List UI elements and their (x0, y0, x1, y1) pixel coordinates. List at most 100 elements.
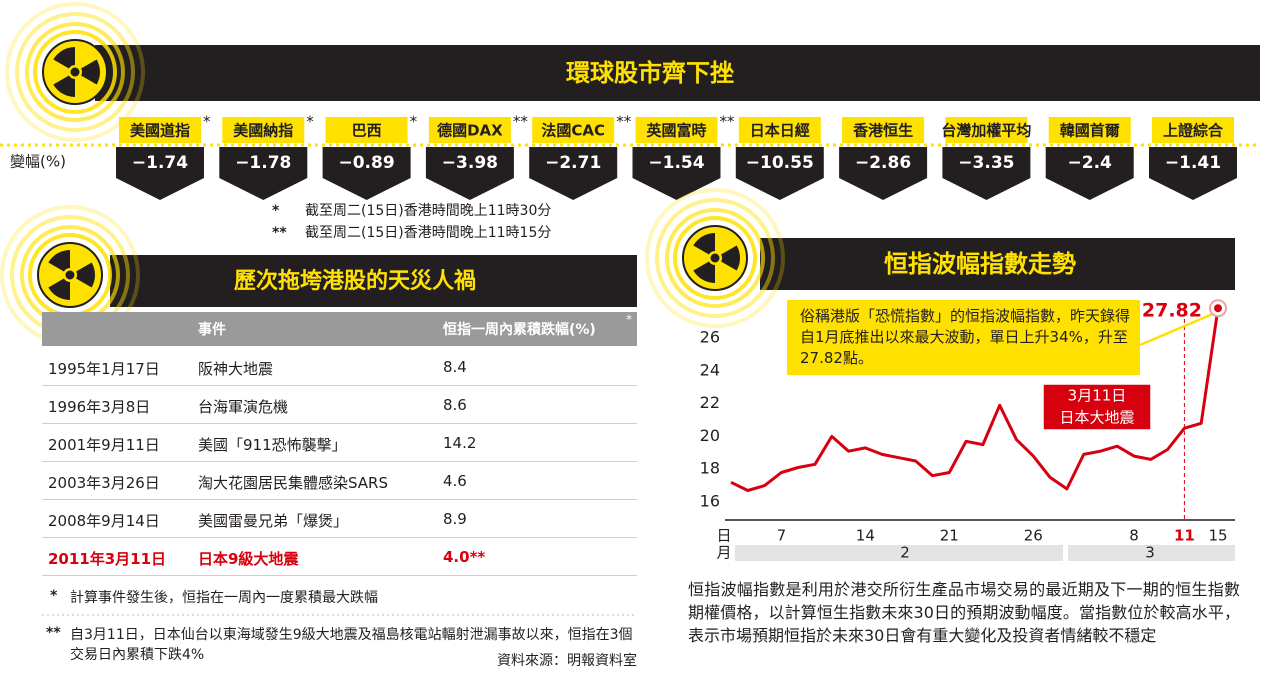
table-row: 2011年3月11日 日本9級大地震 4.0** (42, 538, 637, 576)
annotation-box (787, 300, 1140, 375)
icon-ring (25, 22, 125, 122)
index-name-box (532, 117, 615, 143)
index-change: −1.78 (235, 153, 291, 173)
index-arrow (1045, 147, 1134, 200)
table-cell: 8.6 (443, 396, 467, 414)
index-arrow (1149, 147, 1237, 200)
icon-blade (53, 75, 75, 97)
footnote-mark: ** (46, 625, 61, 641)
icon-blade (48, 278, 70, 300)
icon-ring (655, 198, 775, 318)
data-label: 27.82 (1142, 300, 1202, 322)
icon-center (710, 253, 720, 263)
index-change: −2.4 (1068, 153, 1113, 173)
x-tick-label: 8 (1129, 527, 1139, 545)
table-cell: 2003年3月26日 (48, 474, 160, 492)
icon-blade (693, 233, 715, 255)
end-point (1214, 304, 1222, 313)
index-name-box (842, 117, 925, 143)
title: 環球股市齊下挫 (566, 59, 734, 87)
index-note: * (203, 113, 211, 131)
table-cell: 1995年1月17日 (48, 360, 160, 378)
table-row: 2008年9月14日 美國雷曼兄弟「爆煲」 8.9 (42, 500, 637, 538)
index-name: 美國納指 (233, 122, 293, 140)
table-cell: 台海軍演危機 (198, 398, 289, 416)
icon-ring (15, 12, 135, 132)
description: 恒指波幅指數是利用於港交所衍生產品市場交易的最近期及下一期的恒生指數期權價格，以… (688, 580, 1240, 645)
table-title: 歷次拖垮港股的天災人禍 (234, 268, 476, 294)
x-row-label: 日 (716, 527, 731, 545)
event-label: 日本大地震 (1059, 409, 1134, 427)
line-series (730, 307, 1220, 492)
index-name: 法國CAC (541, 122, 605, 140)
y-tick-label: 26 (700, 328, 720, 347)
table-cell: 2011年3月11日 (48, 550, 167, 568)
index-change: −3.35 (958, 153, 1014, 173)
table-cell: 4.0** (443, 548, 486, 566)
index-note: * (410, 113, 418, 131)
index-change: −3.98 (442, 153, 498, 173)
event-label: 3月11日 (1068, 387, 1127, 405)
table-cell: 美國雷曼兄弟「爆煲」 (198, 512, 349, 530)
x-tick-label: 14 (856, 527, 875, 545)
index-name: 美國道指 (130, 122, 190, 140)
icon-center (65, 270, 75, 280)
y-tick-label: 18 (700, 459, 720, 478)
x-tick-label: 26 (1024, 527, 1043, 545)
index-change: −1.54 (648, 153, 704, 173)
index-name: 香港恒生 (853, 122, 913, 140)
icon-blade (76, 262, 95, 288)
index-note: ** (616, 113, 632, 131)
note-text: 截至周二(15日)香港時間晚上11時15分 (305, 225, 551, 241)
note-mark: * (272, 203, 280, 219)
table-cell: 8.4 (443, 358, 467, 376)
index-arrow (529, 147, 618, 200)
table-cell: 阪神大地震 (198, 360, 274, 378)
index-arrow (839, 147, 928, 200)
y-tick-label: 20 (700, 426, 720, 445)
icon-blade (721, 245, 740, 271)
month-label: 3 (1145, 544, 1155, 562)
index-note: * (306, 113, 314, 131)
table-cell: 8.9 (443, 510, 467, 528)
table-header: 恒指一周內累積跌幅(%) (443, 321, 596, 338)
month-label: 2 (900, 544, 910, 562)
x-tick-label: 7 (777, 527, 787, 545)
index-name: 上證綜合 (1163, 122, 1224, 140)
index-note: ** (513, 113, 529, 131)
index-arrow (632, 147, 721, 200)
index-change: −0.89 (338, 153, 394, 173)
table-header-bg (42, 312, 637, 346)
table-cell: 2001年9月11日 (48, 436, 160, 454)
month-band (1068, 545, 1235, 561)
table-header: 事件 (198, 321, 226, 338)
index-change: −10.55 (746, 153, 814, 173)
radiation-icon (5, 2, 145, 142)
table-cell: 14.2 (443, 434, 477, 452)
y-tick-label: 24 (700, 360, 720, 379)
index-name-box (1048, 117, 1131, 143)
radiation-icon (645, 188, 785, 328)
y-tick-label: 22 (700, 393, 720, 412)
index-name: 德國DAX (437, 122, 503, 140)
footnote-mark: * (50, 588, 58, 604)
table-row: 1996年3月8日 台海軍演危機 8.6 (42, 386, 637, 424)
table-cell: 日本9級大地震 (198, 550, 299, 568)
icon-blade (81, 59, 100, 85)
index-name: 台灣加權平均 (941, 122, 1031, 140)
icon-center (70, 67, 80, 77)
table-row: 2003年3月26日 淘大花園居民集體感染SARS 4.6 (42, 462, 637, 500)
index-name-box (325, 117, 408, 143)
index-arrow (322, 147, 411, 200)
row-label: 變幅(%) (10, 153, 66, 171)
table-cell: 淘大花園居民集體感染SARS (198, 474, 389, 492)
note-text: 截至周二(15日)香港時間晚上11時30分 (305, 203, 551, 219)
index-name: 巴西 (352, 122, 382, 140)
index-name-box (222, 117, 305, 143)
index-arrow (735, 147, 824, 200)
index-name-box (738, 117, 821, 143)
icon-blade (53, 47, 75, 69)
annotation-connector (1139, 313, 1213, 347)
